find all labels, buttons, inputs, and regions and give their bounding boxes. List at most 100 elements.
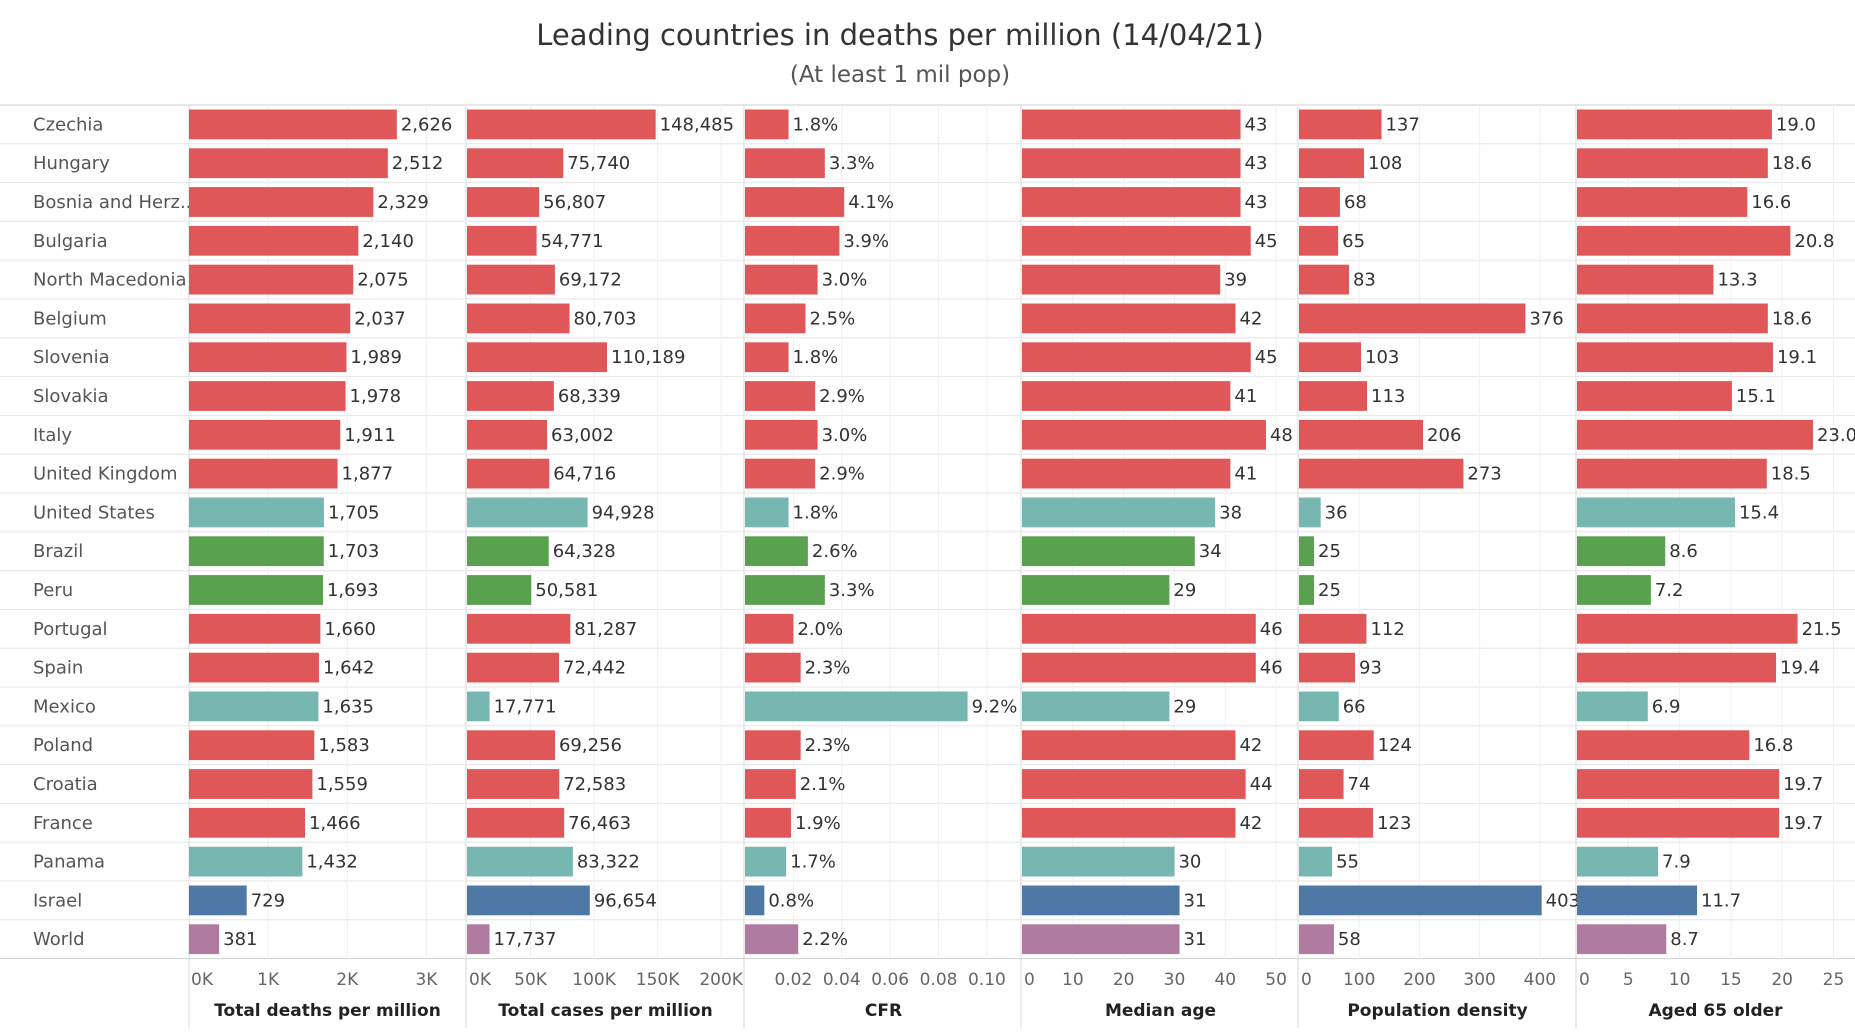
value-label-total-deaths-per-million-poland: 1,583 <box>318 735 370 756</box>
row-label-france: France <box>33 813 93 834</box>
tick-label-median-age-5: 50 <box>1265 970 1287 990</box>
row-label-czechia: Czechia <box>33 114 103 135</box>
value-label-population-density-world: 58 <box>1338 929 1361 950</box>
value-label-cfr-bosnia-and-herz: 4.1% <box>848 192 894 213</box>
bar-total-deaths-per-million-czechia <box>189 109 397 140</box>
value-label-median-age-mexico: 29 <box>1173 696 1196 717</box>
bar-cfr-world <box>745 924 799 955</box>
bar-aged-65-older-bosnia-and-herz <box>1577 187 1748 217</box>
bar-cfr-panama <box>745 846 787 877</box>
row-label-north-macedonia: North Macedonia <box>33 270 186 291</box>
row-label-peru: Peru <box>33 580 73 601</box>
bar-total-cases-per-million-hungary <box>467 148 564 179</box>
value-label-total-deaths-per-million-france: 1,466 <box>309 813 361 834</box>
bar-total-deaths-per-million-italy <box>189 419 341 450</box>
bar-total-cases-per-million-spain <box>467 652 560 683</box>
value-label-median-age-world: 31 <box>1184 929 1207 950</box>
bar-total-deaths-per-million-brazil <box>189 536 324 567</box>
bar-aged-65-older-united-kingdom <box>1577 458 1767 489</box>
bar-median-age-bosnia-and-herz <box>1022 187 1241 217</box>
value-label-total-cases-per-million-slovakia: 68,339 <box>558 386 621 407</box>
bar-median-age-poland <box>1022 730 1236 761</box>
value-label-total-deaths-per-million-united-states: 1,705 <box>328 502 380 523</box>
value-label-cfr-czechia: 1.8% <box>793 114 839 135</box>
value-label-total-deaths-per-million-brazil: 1,703 <box>328 541 380 562</box>
axis-title-cfr: CFR <box>865 1001 902 1021</box>
value-label-median-age-belgium: 42 <box>1239 308 1262 329</box>
value-label-aged-65-older-hungary: 18.6 <box>1772 153 1812 174</box>
bar-aged-65-older-bulgaria <box>1577 225 1791 256</box>
row-label-belgium: Belgium <box>33 308 107 329</box>
tick-label-total-cases-per-million-2: 100K <box>572 970 616 990</box>
value-label-total-cases-per-million-north-macedonia: 69,172 <box>559 270 622 291</box>
value-label-median-age-bulgaria: 45 <box>1255 231 1278 252</box>
tick-label-population-density-2: 200 <box>1403 970 1435 990</box>
bar-median-age-spain <box>1022 652 1256 683</box>
value-label-population-density-belgium: 376 <box>1529 308 1563 329</box>
bar-aged-65-older-belgium <box>1577 303 1768 334</box>
tick-label-total-deaths-per-million-3: 3K <box>415 970 438 990</box>
value-label-population-density-croatia: 74 <box>1348 774 1371 795</box>
value-label-cfr-france: 1.9% <box>795 813 841 834</box>
tick-label-median-age-1: 10 <box>1062 970 1084 990</box>
value-label-population-density-poland: 124 <box>1378 735 1412 756</box>
bar-median-age-czechia <box>1022 109 1241 140</box>
value-label-median-age-panama: 30 <box>1178 852 1201 873</box>
bar-aged-65-older-north-macedonia <box>1577 264 1714 295</box>
value-label-total-cases-per-million-belgium: 80,703 <box>574 308 637 329</box>
tick-label-aged-65-older-4: 20 <box>1771 970 1793 990</box>
value-label-population-density-united-states: 36 <box>1325 502 1348 523</box>
row-label-israel: Israel <box>33 890 82 911</box>
bar-total-deaths-per-million-portugal <box>189 613 321 644</box>
value-label-total-cases-per-million-spain: 72,442 <box>563 658 626 679</box>
tick-label-aged-65-older-5: 25 <box>1823 970 1845 990</box>
tick-label-population-density-0: 0 <box>1301 970 1312 990</box>
bar-total-cases-per-million-north-macedonia <box>467 264 555 295</box>
value-label-total-cases-per-million-bosnia-and-herz: 56,807 <box>543 192 606 213</box>
bar-total-deaths-per-million-croatia <box>189 769 313 799</box>
bar-cfr-israel <box>745 885 765 916</box>
value-label-population-density-hungary: 108 <box>1368 153 1402 174</box>
bar-total-cases-per-million-world <box>467 924 490 955</box>
value-label-total-cases-per-million-brazil: 64,328 <box>553 541 616 562</box>
value-label-median-age-hungary: 43 <box>1245 153 1268 174</box>
row-label-italy: Italy <box>33 425 72 446</box>
bar-cfr-portugal <box>745 613 794 644</box>
tick-label-cfr-2: 0.06 <box>871 970 909 990</box>
bar-median-age-bulgaria <box>1022 225 1251 256</box>
tick-label-cfr-0: 0.02 <box>774 970 812 990</box>
tick-label-aged-65-older-2: 10 <box>1669 970 1691 990</box>
bar-population-density-portugal <box>1299 613 1367 644</box>
axis-title-aged-65-older: Aged 65 older <box>1648 1001 1783 1021</box>
axis-title-total-deaths-per-million: Total deaths per million <box>214 1001 441 1021</box>
bar-aged-65-older-czechia <box>1577 109 1772 140</box>
value-label-total-deaths-per-million-united-kingdom: 1,877 <box>342 464 394 485</box>
bar-total-cases-per-million-peru <box>467 575 532 605</box>
bar-population-density-united-kingdom <box>1299 458 1464 489</box>
bar-median-age-world <box>1022 924 1180 955</box>
value-label-aged-65-older-united-states: 15.4 <box>1739 502 1779 523</box>
bar-cfr-slovenia <box>745 342 789 373</box>
row-label-mexico: Mexico <box>33 696 96 717</box>
bar-median-age-italy <box>1022 419 1266 450</box>
bar-median-age-panama <box>1022 846 1175 877</box>
bar-total-cases-per-million-france <box>467 807 565 838</box>
value-label-total-cases-per-million-poland: 69,256 <box>559 735 622 756</box>
value-label-aged-65-older-belgium: 18.6 <box>1772 308 1812 329</box>
row-label-world: World <box>33 929 85 950</box>
value-label-cfr-croatia: 2.1% <box>800 774 846 795</box>
bar-population-density-bosnia-and-herz <box>1299 187 1340 217</box>
bar-total-deaths-per-million-mexico <box>189 691 319 722</box>
tick-label-cfr-1: 0.04 <box>823 970 861 990</box>
bar-median-age-portugal <box>1022 613 1256 644</box>
bar-median-age-belgium <box>1022 303 1236 334</box>
tick-label-total-cases-per-million-1: 50K <box>514 970 548 990</box>
axis-title-population-density: Population density <box>1347 1001 1527 1021</box>
bar-total-cases-per-million-belgium <box>467 303 570 334</box>
value-label-total-cases-per-million-italy: 63,002 <box>551 425 614 446</box>
bar-total-cases-per-million-slovakia <box>467 381 554 411</box>
value-label-total-cases-per-million-united-states: 94,928 <box>592 502 655 523</box>
value-label-total-deaths-per-million-slovenia: 1,989 <box>350 347 402 368</box>
bar-population-density-slovenia <box>1299 342 1362 373</box>
value-label-total-deaths-per-million-belgium: 2,037 <box>354 308 406 329</box>
